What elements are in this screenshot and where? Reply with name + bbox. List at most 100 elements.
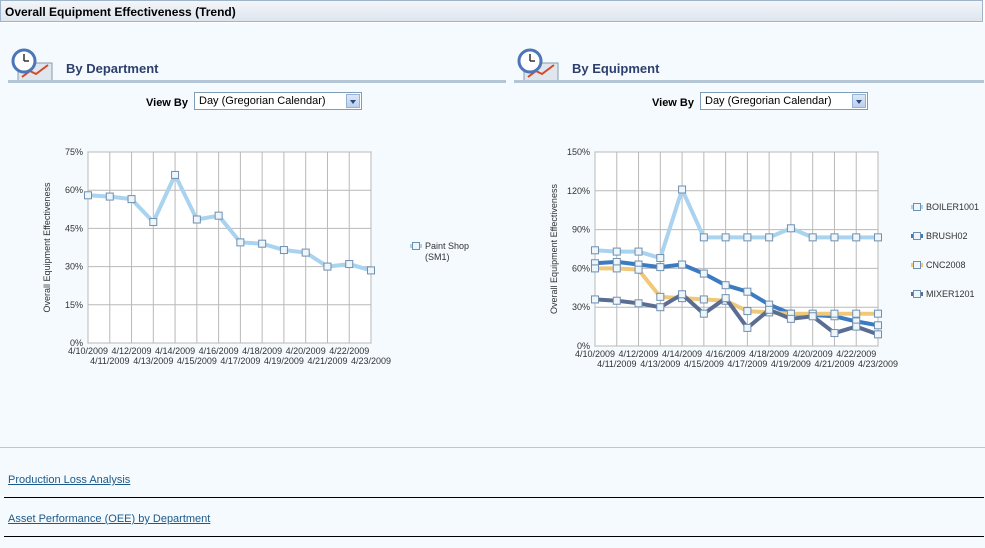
data-point [127,195,136,204]
data-point [612,257,621,266]
y-tick-label: 60% [572,263,590,273]
data-point [743,233,752,242]
chevron-down-icon[interactable] [346,94,360,108]
data-point [786,314,795,323]
data-point [765,233,774,242]
x-tick-label: 4/16/2009 [199,346,239,356]
data-point [612,264,621,273]
x-tick-label: 4/23/2009 [351,356,391,366]
equipment-viewby-select[interactable]: Day (Gregorian Calendar) [700,92,868,110]
x-tick-label: 4/17/2009 [220,356,260,366]
legend-label: CNC2008 [926,260,966,270]
legend-label: MIXER1201 [926,289,975,299]
data-point [830,309,839,318]
department-section-header: By Department [8,47,508,83]
data-point [874,321,882,330]
production-loss-analysis-link[interactable]: Production Loss Analysis [8,474,131,486]
data-point [591,295,599,304]
charts-panel: By Department By Equipment View By Day (… [0,23,985,448]
x-tick-label: 4/15/2009 [177,356,217,366]
data-point [852,309,861,318]
department-viewby-value: Day (Gregorian Calendar) [199,95,326,107]
y-axis-label: Overall Equipment Effectiveness [549,184,559,314]
x-tick-label: 4/13/2009 [640,359,680,369]
data-point [699,269,708,278]
link-divider [4,497,984,498]
data-point [591,246,599,255]
page-title: Overall Equipment Effectiveness (Trend) [0,0,983,22]
x-tick-label: 4/11/2009 [597,359,636,369]
x-tick-label: 4/22/2009 [329,346,369,356]
data-point [699,309,708,318]
data-point [656,263,665,272]
data-point [634,247,643,256]
x-tick-label: 4/16/2009 [706,349,746,359]
data-point [678,260,687,269]
data-point [678,290,687,299]
x-tick-label: 4/21/2009 [814,359,854,369]
legend-marker [412,242,420,250]
x-tick-label: 4/15/2009 [684,359,724,369]
chevron-down-icon[interactable] [852,94,866,108]
data-point [84,191,92,200]
x-tick-label: 4/11/2009 [90,356,129,366]
department-oee-chart: 0% 15% 30% 45% 60% 75% 4/10/20094/11/20094/12/… [42,147,469,366]
data-point [192,215,201,224]
data-point [634,299,643,308]
data-point [874,330,882,339]
data-point [214,211,223,220]
data-point [301,248,310,257]
legend-marker [913,203,921,211]
department-viewby-select[interactable]: Day (Gregorian Calendar) [194,92,362,110]
data-point [678,185,687,194]
data-point [699,295,708,304]
y-tick-label: 150% [567,147,590,157]
data-point [874,233,882,242]
legend-marker [913,232,921,240]
legend-marker [913,290,921,298]
data-point [765,305,774,314]
y-tick-label: 0% [70,338,83,348]
x-tick-label: 4/10/2009 [575,349,615,359]
data-point [808,233,817,242]
data-point [634,265,643,274]
data-point [721,294,730,303]
x-tick-label: 4/10/2009 [68,346,108,356]
x-tick-label: 4/21/2009 [307,356,347,366]
data-point [830,233,839,242]
y-tick-label: 60% [65,185,83,195]
x-tick-label: 4/12/2009 [112,346,152,356]
department-heading: By Department [66,61,159,76]
y-tick-label: 45% [65,223,83,233]
legend-label: BOILER1001 [926,202,979,212]
department-viewby-label: View By [146,97,188,109]
data-point [323,262,332,271]
y-tick-label: 30% [572,302,590,312]
y-tick-label: 30% [65,262,83,272]
data-point [105,192,114,201]
x-tick-label: 4/14/2009 [662,349,702,359]
data-point [612,247,621,256]
data-point [699,233,708,242]
department-divider [8,80,506,83]
legend-label: Paint Shop [425,241,469,251]
x-tick-label: 4/17/2009 [727,359,767,369]
equipment-heading: By Equipment [572,61,660,76]
data-point [808,312,817,321]
data-point [656,254,665,263]
x-tick-label: 4/22/2009 [836,349,876,359]
data-point [874,309,882,318]
data-point [852,322,861,331]
x-tick-label: 4/19/2009 [264,356,304,366]
data-point [852,233,861,242]
asset-performance-link[interactable]: Asset Performance (OEE) by Department [8,513,211,525]
y-tick-label: 75% [65,147,83,157]
data-point [345,260,354,269]
data-point [743,307,752,316]
data-point [830,329,839,338]
data-point [279,246,288,255]
x-tick-label: 4/14/2009 [155,346,195,356]
x-tick-label: 4/20/2009 [793,349,833,359]
data-point [236,238,245,247]
data-point [721,281,730,290]
